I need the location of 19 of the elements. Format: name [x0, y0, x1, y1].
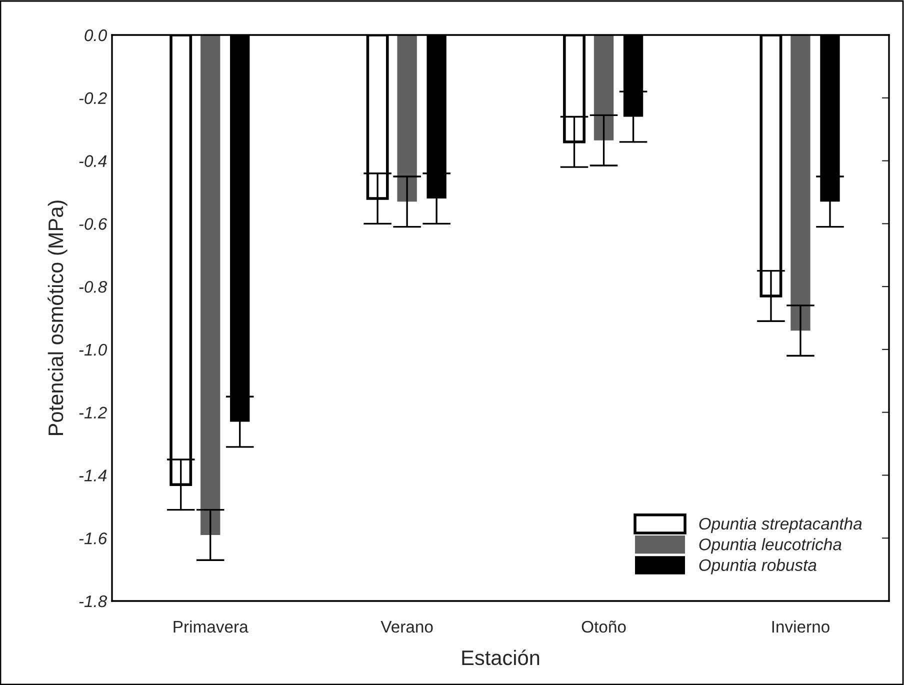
y-tick-label: -1.8 — [79, 595, 108, 608]
y-axis-title: Potencial osmótico (MPa) — [48, 200, 68, 435]
legend-label: Opuntia leucotricha — [699, 538, 842, 554]
y-tick-label: -1.0 — [79, 344, 108, 356]
y-tick-label: -0.4 — [79, 155, 107, 167]
y-tick-label: -1.6 — [79, 532, 108, 544]
y-tick-label: -1.2 — [79, 406, 107, 418]
y-tick-label: -0.2 — [79, 92, 107, 104]
x-axis-title: Estación — [462, 650, 540, 666]
x-tick-label: Otoño — [582, 620, 626, 633]
y-tick-label: 0.0 — [84, 29, 107, 42]
x-tick-label: Primavera — [174, 620, 248, 633]
y-tick-label: -1.4 — [79, 470, 107, 482]
legend-label: Opuntia robusta — [699, 558, 816, 574]
legend-label: Opuntia streptacantha — [699, 517, 862, 533]
y-tick-label: -0.8 — [79, 280, 108, 293]
x-tick-label: Invierno — [772, 620, 830, 633]
y-tick-label: -0.6 — [79, 218, 108, 230]
x-tick-label: Verano — [380, 621, 433, 633]
